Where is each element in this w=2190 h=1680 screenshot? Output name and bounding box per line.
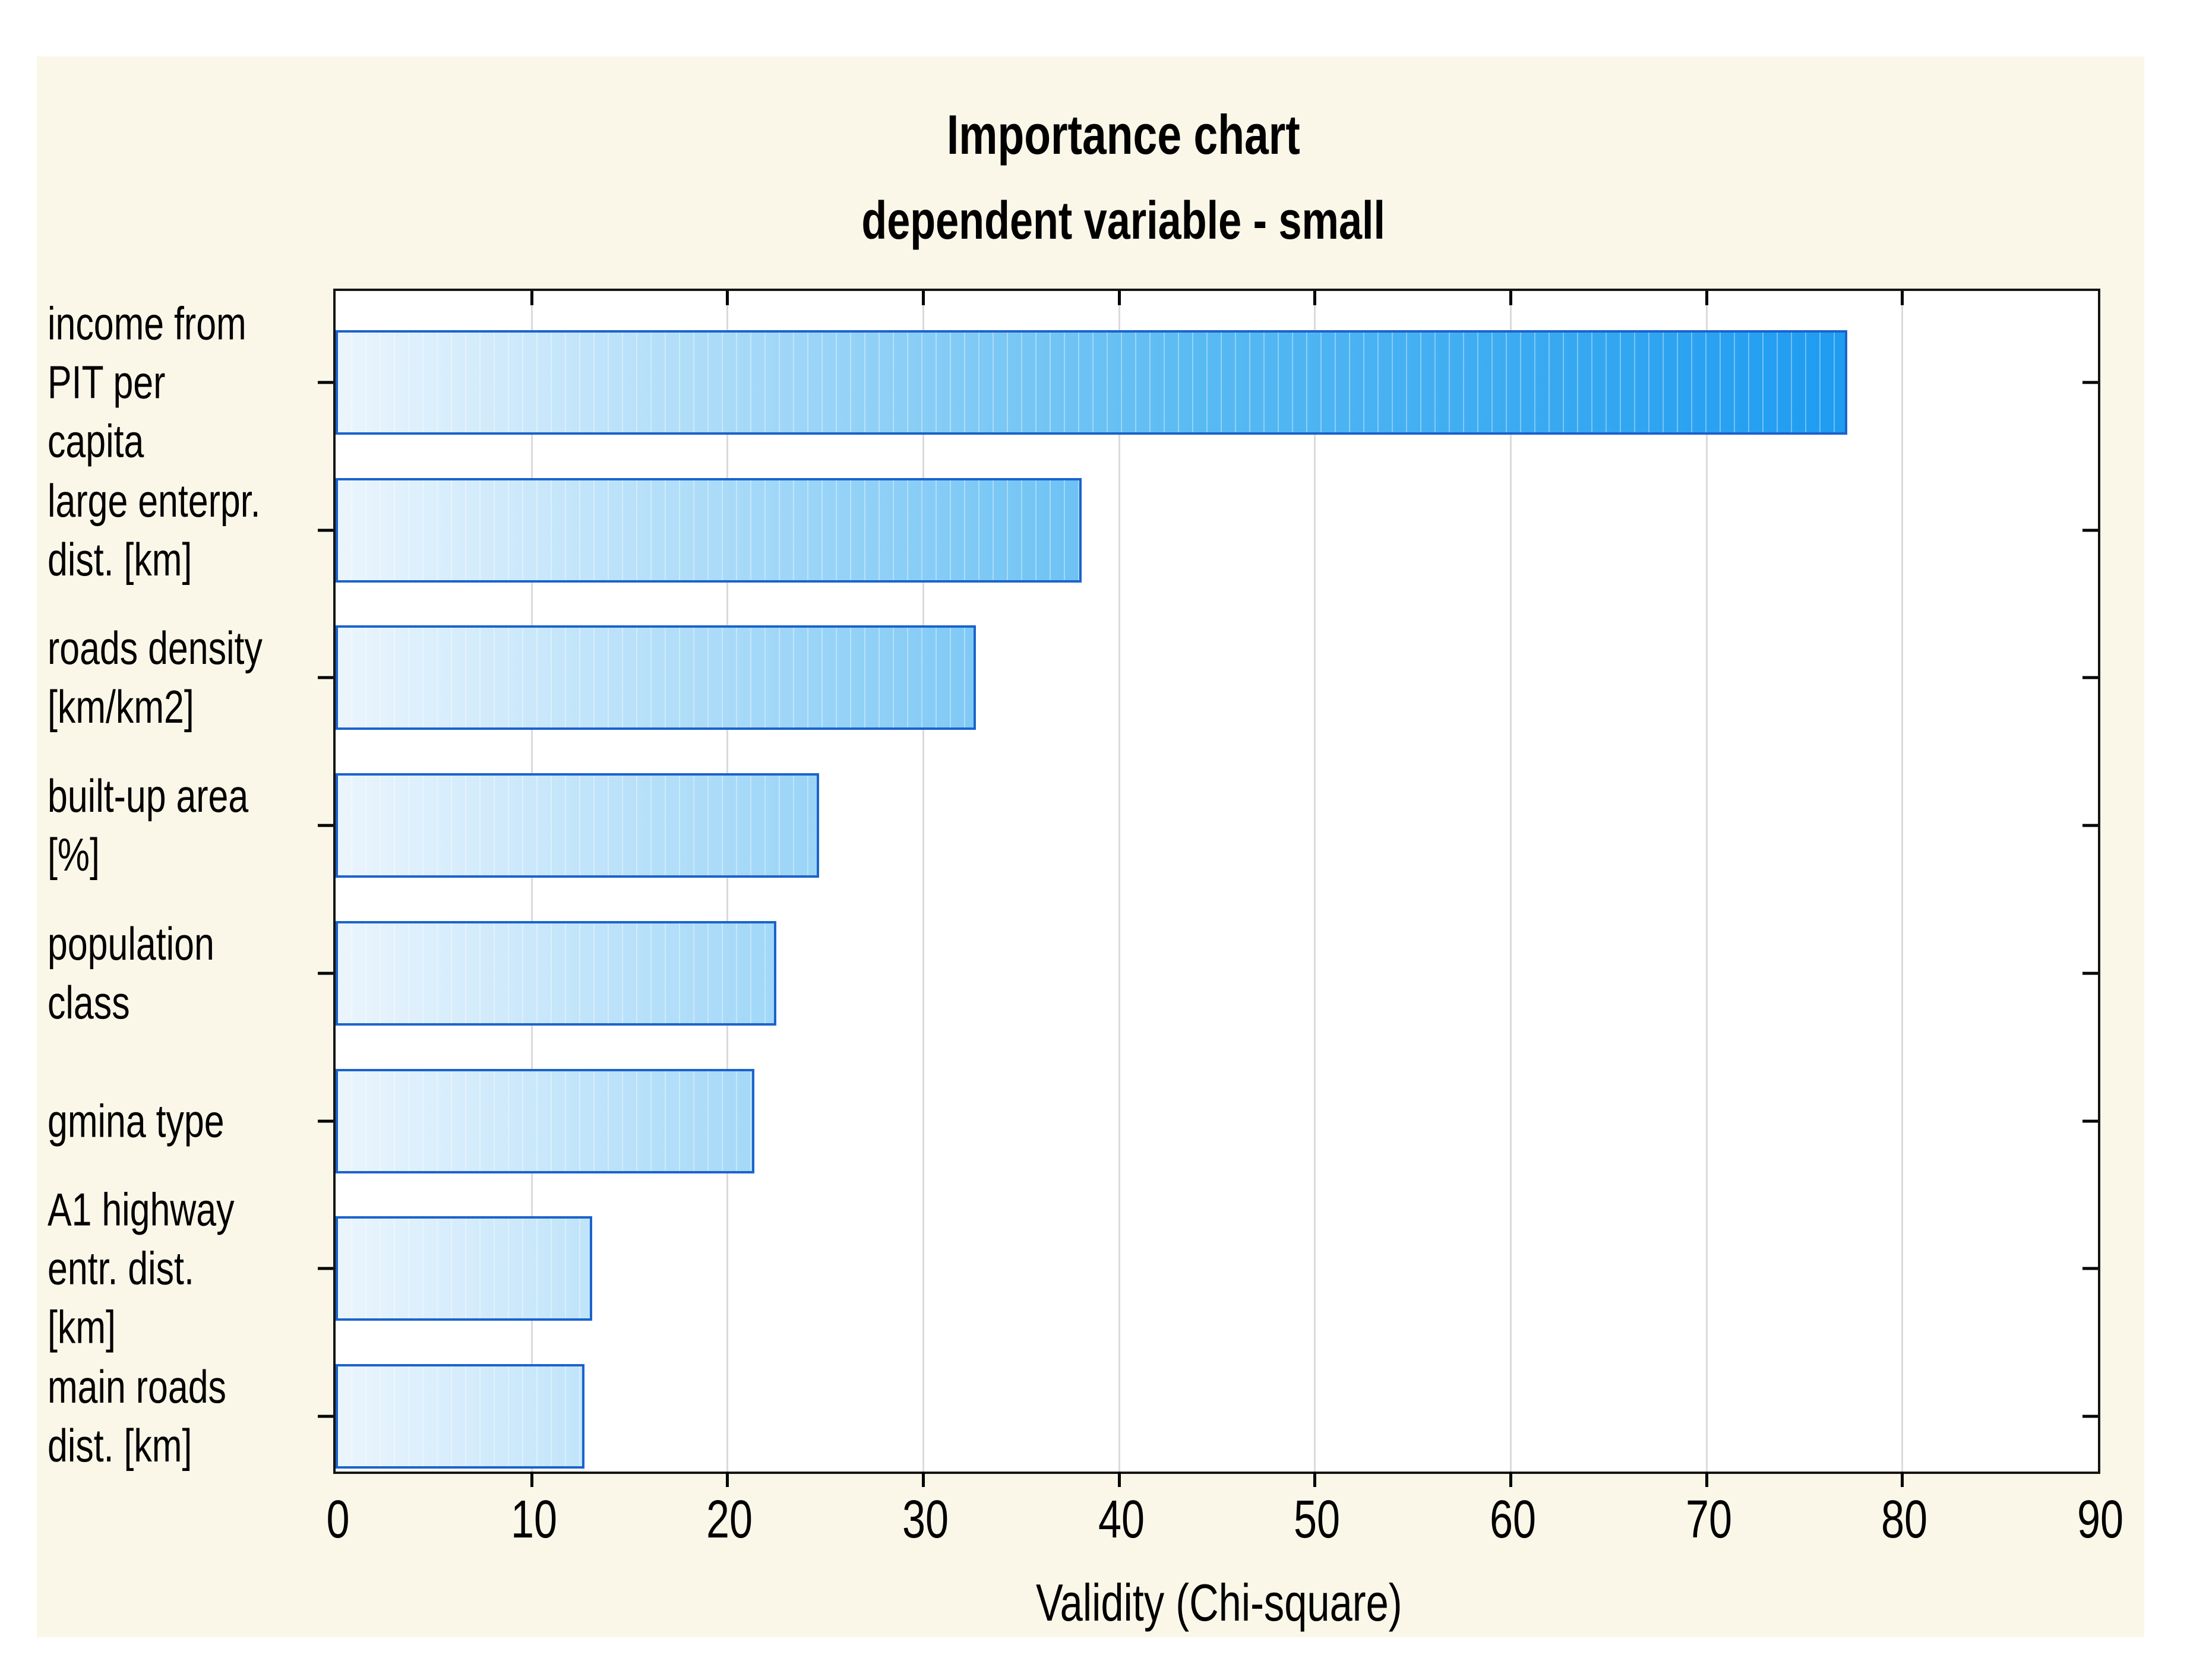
y-axis-tick (318, 1119, 333, 1123)
chart-panel: Importance chart dependent variable - sm… (37, 56, 2144, 1637)
category-label: main roads dist. [km] (48, 1358, 277, 1475)
category-label: gmina type (48, 1091, 274, 1150)
category-label-text: A1 highway entr. dist. [km] (48, 1183, 235, 1353)
x-axis-tick-30 (922, 1472, 925, 1487)
category-label-text: main roads dist. [km] (48, 1360, 226, 1472)
bar (336, 1216, 592, 1321)
category-label: built-up area [%] (48, 767, 305, 884)
x-axis-tick-60 (1509, 1472, 1512, 1487)
bar (336, 330, 1848, 435)
x-axis-tick-40 (1117, 1472, 1121, 1487)
x-tick-label-text: 90 (2077, 1490, 2124, 1549)
right-axis-tick (2082, 1267, 2098, 1270)
x-tick-label-text: 70 (1685, 1490, 1732, 1549)
chart-subtitle: dependent variable - small (37, 191, 2144, 252)
top-axis-tick-20 (726, 291, 729, 305)
gridline-40 (1118, 291, 1120, 1472)
gridline-80 (1901, 291, 1904, 1472)
x-tick-label-10: 10 (504, 1489, 564, 1551)
x-tick-label-text: 50 (1294, 1490, 1341, 1549)
x-tick-label-text: 40 (1098, 1490, 1145, 1549)
y-axis-tick (318, 1415, 333, 1418)
bar (336, 477, 1082, 583)
x-tick-label-text: 10 (510, 1490, 557, 1549)
x-axis-tick-70 (1705, 1472, 1708, 1487)
right-axis-tick (2082, 1119, 2098, 1123)
category-label-text: income from PIT per capita (48, 297, 247, 467)
category-label-text: population class (48, 917, 214, 1029)
gridline-30 (922, 291, 924, 1472)
chart-title: Importance chart (37, 103, 2144, 167)
x-tick-label-20: 20 (700, 1489, 759, 1551)
right-axis-tick (2082, 676, 2098, 679)
x-axis-title: Validity (Chi-square) (338, 1573, 2100, 1633)
x-tick-label-90: 90 (2071, 1489, 2130, 1551)
right-axis-tick (2082, 972, 2098, 975)
chart-title-text: Importance chart (946, 103, 1300, 166)
chart-subtitle-text: dependent variable - small (861, 191, 1385, 251)
category-label-text: large enterpr. dist. [km] (48, 474, 261, 586)
category-label: large enterpr. dist. [km] (48, 472, 321, 589)
top-axis-tick-10 (530, 291, 533, 305)
x-tick-label-30: 30 (896, 1489, 955, 1551)
bar (336, 1363, 584, 1469)
category-axis-labels: income from PIT per capita large enterpr.… (48, 291, 331, 1472)
x-tick-label-text: 20 (706, 1490, 753, 1549)
top-axis-tick-60 (1509, 291, 1512, 305)
x-tick-label-60: 60 (1483, 1489, 1543, 1551)
top-axis-tick-80 (1901, 291, 1904, 305)
plot-area (318, 289, 2100, 1487)
x-tick-label-0: 0 (323, 1489, 353, 1551)
category-label: A1 highway entr. dist. [km] (48, 1181, 331, 1357)
bar (336, 920, 776, 1026)
right-axis-tick (2082, 1415, 2098, 1418)
right-axis-tick (2082, 824, 2098, 827)
x-axis-tick-10 (530, 1472, 533, 1487)
category-label: income from PIT per capita (48, 294, 331, 470)
x-tick-label-text: 0 (326, 1490, 350, 1549)
y-axis-tick (318, 676, 333, 679)
y-axis-tick (318, 381, 333, 384)
y-axis-tick (318, 529, 333, 532)
y-axis-tick (318, 824, 333, 827)
category-label-text: roads density [km/km2] (48, 622, 263, 733)
x-axis-tick-80 (1901, 1472, 1904, 1487)
category-label-text: built-up area [%] (48, 770, 249, 881)
top-axis-tick-70 (1705, 291, 1708, 305)
gridline-70 (1705, 291, 1708, 1472)
x-tick-label-text: 30 (902, 1490, 949, 1549)
category-label: roads density [km/km2] (48, 619, 323, 736)
top-axis-tick-50 (1313, 291, 1317, 305)
gridline-10 (530, 291, 533, 1472)
x-tick-label-80: 80 (1875, 1489, 1934, 1551)
right-axis-tick (2082, 529, 2098, 532)
gridline-60 (1510, 291, 1512, 1472)
bar (336, 1068, 755, 1173)
right-axis-tick (2082, 381, 2098, 384)
x-tick-label-70: 70 (1679, 1489, 1739, 1551)
x-axis-title-text: Validity (Chi-square) (1036, 1573, 1402, 1632)
gridline-20 (726, 291, 729, 1472)
category-label-text: gmina type (48, 1094, 225, 1147)
x-tick-label-text: 60 (1489, 1490, 1537, 1549)
x-tick-label-50: 50 (1287, 1489, 1347, 1551)
y-axis-tick (318, 972, 333, 975)
x-tick-label-40: 40 (1092, 1489, 1151, 1551)
bar (336, 773, 820, 878)
x-tick-label-text: 80 (1881, 1490, 1928, 1549)
top-axis-tick-40 (1117, 291, 1121, 305)
gridline-50 (1314, 291, 1316, 1472)
y-axis-tick (318, 1267, 333, 1270)
top-axis-tick-30 (922, 291, 925, 305)
x-axis-tick-50 (1313, 1472, 1317, 1487)
x-axis-tick-labels: 0 10 20 30 40 50 60 70 80 90 (326, 1489, 2123, 1561)
bar (336, 625, 976, 730)
x-axis-tick-20 (726, 1472, 729, 1487)
category-label: population class (48, 915, 331, 1032)
